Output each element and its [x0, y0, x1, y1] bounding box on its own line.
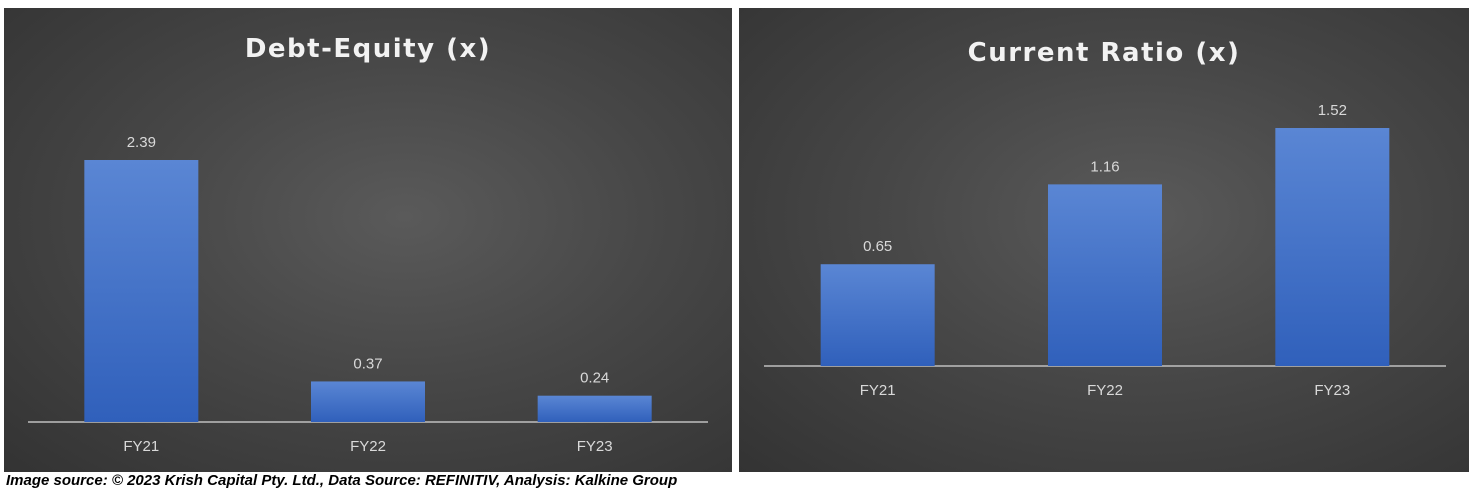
current-ratio-bar-fy22 [1048, 184, 1162, 366]
current-ratio-chart: 0.65 FY21 1.16 FY22 1.52 FY23 [764, 102, 1446, 399]
current-ratio-chart-panel: Current Ratio (x) 0.65 FY21 1.16 FY22 1.52 FY… [739, 8, 1469, 472]
debt-equity-chart-title: Debt-Equity (x) [244, 34, 492, 64]
current-ratio-tick-label-fy21: FY21 [860, 382, 896, 399]
current-ratio-bar-fy21 [820, 264, 935, 366]
current-ratio-chart-title: Current Ratio (x) [967, 38, 1241, 68]
debt-equity-data-label-fy21: 2.39 [127, 134, 156, 151]
debt-equity-chart: 2.39 FY21 0.37 FY22 0.24 FY23 [28, 134, 708, 455]
current-ratio-tick-label-fy23: FY23 [1314, 382, 1350, 399]
debt-equity-tick-label-fy21: FY21 [123, 438, 159, 455]
debt-equity-bar-fy22 [311, 381, 425, 422]
debt-equity-bar-fy21 [84, 160, 199, 422]
current-ratio-data-label-fy21: 0.65 [863, 238, 892, 255]
current-ratio-bar-fy23 [1275, 128, 1390, 366]
current-ratio-data-label-fy22: 1.16 [1090, 158, 1119, 175]
debt-equity-data-label-fy22: 0.37 [353, 355, 382, 372]
debt-equity-tick-label-fy22: FY22 [350, 438, 386, 455]
debt-equity-tick-label-fy23: FY23 [577, 438, 613, 455]
debt-equity-data-label-fy23: 0.24 [580, 370, 609, 387]
image-source-caption: Image source: © 2023 Krish Capital Pty. … [6, 472, 678, 489]
current-ratio-data-label-fy23: 1.52 [1318, 102, 1347, 119]
debt-equity-bar-fy23 [537, 395, 652, 422]
debt-equity-chart-panel: Debt-Equity (x) 2.39 FY21 0.37 FY22 0.24 FY23 [4, 8, 732, 472]
current-ratio-tick-label-fy22: FY22 [1087, 382, 1123, 399]
